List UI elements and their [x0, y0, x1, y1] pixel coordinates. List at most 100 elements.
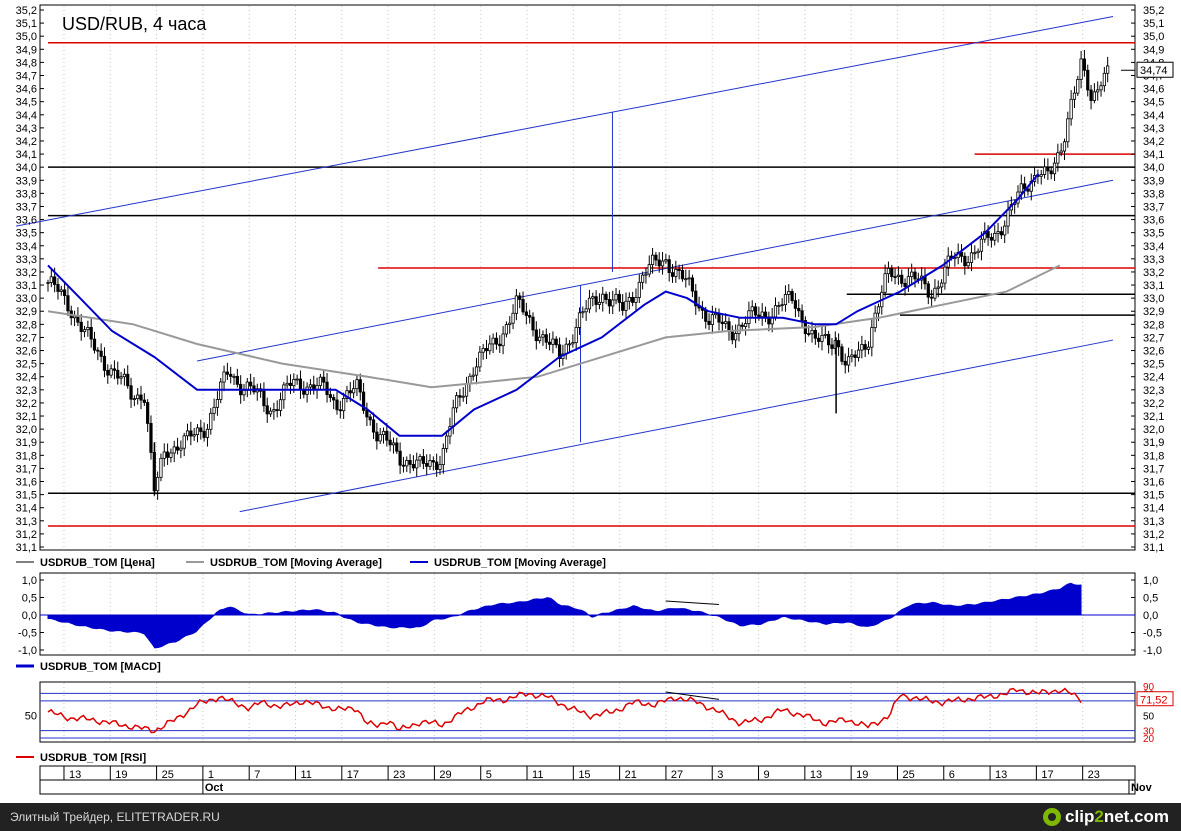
- candle-body: [342, 398, 346, 412]
- month-label: Nov: [1131, 782, 1153, 794]
- y-tick-label-right: 31,8: [1143, 450, 1164, 462]
- candle-body: [1026, 188, 1030, 192]
- candle-body: [993, 232, 997, 241]
- candle-body: [983, 231, 987, 240]
- candle-body: [222, 371, 226, 383]
- y-tick-label-left: 32,7: [16, 332, 37, 344]
- candle-body: [1076, 79, 1080, 94]
- candle-body: [846, 356, 851, 366]
- candle-body: [860, 344, 864, 351]
- y-tick-label-left: 35,1: [16, 18, 37, 30]
- candle-body: [690, 277, 695, 292]
- candle-body: [425, 463, 429, 467]
- candle-body: [930, 296, 934, 299]
- y-tick-label-right: 31,4: [1143, 503, 1164, 515]
- candle-body: [710, 314, 714, 325]
- candle-body: [185, 430, 190, 437]
- y-tick-label-left: 31,2: [16, 529, 37, 541]
- candle-body: [986, 231, 990, 238]
- y-tick-label-left: 31,6: [16, 477, 37, 489]
- macd-y-label-left: -1,0: [18, 645, 37, 657]
- candle-body: [571, 342, 575, 345]
- y-tick-label-right: 34,3: [1143, 123, 1164, 135]
- candle-body: [524, 311, 528, 316]
- candle-body: [162, 451, 166, 459]
- candle-body: [249, 381, 253, 387]
- candle-body: [298, 378, 303, 391]
- candle-body: [660, 260, 665, 267]
- moving-average-fast: [47, 173, 1040, 437]
- candle-body: [288, 382, 293, 387]
- y-tick-label-right: 35,1: [1143, 18, 1164, 30]
- candle-body: [594, 296, 598, 305]
- candle-body: [883, 273, 887, 293]
- x-tick-label: 21: [625, 769, 637, 781]
- y-tick-label-right: 35,0: [1143, 31, 1164, 43]
- candle-body: [1039, 174, 1043, 177]
- y-tick-label-left: 32,1: [16, 411, 37, 423]
- y-tick-label-right: 32,0: [1143, 424, 1164, 436]
- y-tick-label-left: 31,4: [16, 503, 37, 515]
- y-tick-label-right: 33,8: [1143, 188, 1164, 200]
- y-tick-label-left: 34,3: [16, 123, 37, 135]
- candle-body: [518, 295, 522, 300]
- candle-body: [554, 338, 558, 346]
- footer-bar: Элитный Трейдер, ELITETRADER.RU clip2net…: [0, 803, 1181, 831]
- y-tick-label-right: 32,4: [1143, 372, 1164, 384]
- candle-body: [820, 335, 824, 342]
- candle-body: [670, 272, 675, 277]
- y-tick-label-right: 32,5: [1143, 359, 1164, 371]
- candle-body: [82, 329, 87, 333]
- candle-body: [850, 354, 854, 358]
- macd-y-label-left: 0,5: [22, 593, 37, 605]
- candle-body: [49, 276, 53, 283]
- macd-legend: USDRUB_TOM [MACD]: [16, 661, 161, 673]
- candle-body: [853, 354, 857, 358]
- candle-body: [1106, 65, 1110, 74]
- rsi-legend: USDRUB_TOM [RSI]: [16, 752, 146, 764]
- y-tick-label-left: 32,5: [16, 359, 37, 371]
- x-tick-label: 25: [162, 769, 174, 781]
- y-tick-label-left: 34,8: [16, 57, 37, 69]
- candle-body: [471, 374, 475, 377]
- candle-body: [866, 346, 871, 350]
- candle-body: [813, 329, 817, 339]
- candle-body: [461, 395, 465, 398]
- candle-body: [215, 399, 220, 408]
- x-tick-label: 15: [578, 769, 590, 781]
- candle-body: [837, 340, 841, 348]
- y-tick-label-left: 33,3: [16, 254, 37, 266]
- candle-body: [268, 410, 273, 415]
- candle-body: [780, 304, 784, 307]
- clip2net-logo[interactable]: clip2net.com: [1043, 806, 1169, 828]
- candle-body: [1003, 225, 1007, 236]
- candle-body: [335, 399, 339, 411]
- y-tick-label-left: 32,0: [16, 424, 37, 436]
- y-tick-label-left: 35,2: [16, 5, 37, 17]
- candle-body: [229, 373, 233, 377]
- candle-body: [325, 381, 329, 395]
- candle-body: [963, 255, 967, 267]
- candle-body: [428, 460, 432, 467]
- candle-body: [365, 409, 369, 418]
- candle-body: [119, 376, 123, 379]
- candle-body: [830, 344, 834, 349]
- y-tick-label-left: 34,4: [16, 110, 37, 122]
- x-tick-label: 29: [439, 769, 451, 781]
- y-tick-label-right: 31,9: [1143, 437, 1164, 449]
- candle-body: [996, 231, 1000, 234]
- candle-body: [172, 446, 176, 454]
- candle-body: [627, 296, 631, 302]
- candle-body: [388, 439, 392, 446]
- y-tick-label-right: 33,3: [1143, 254, 1164, 266]
- y-tick-label-left: 32,2: [16, 398, 37, 410]
- candle-body: [1049, 170, 1053, 175]
- candle-body: [345, 390, 349, 399]
- rsi-y-label-right: 50: [1143, 712, 1155, 723]
- candle-body: [680, 270, 685, 280]
- candle-body: [551, 338, 555, 345]
- candle-body: [318, 376, 322, 386]
- candle-body: [617, 293, 621, 303]
- y-tick-label-right: 33,5: [1143, 228, 1164, 240]
